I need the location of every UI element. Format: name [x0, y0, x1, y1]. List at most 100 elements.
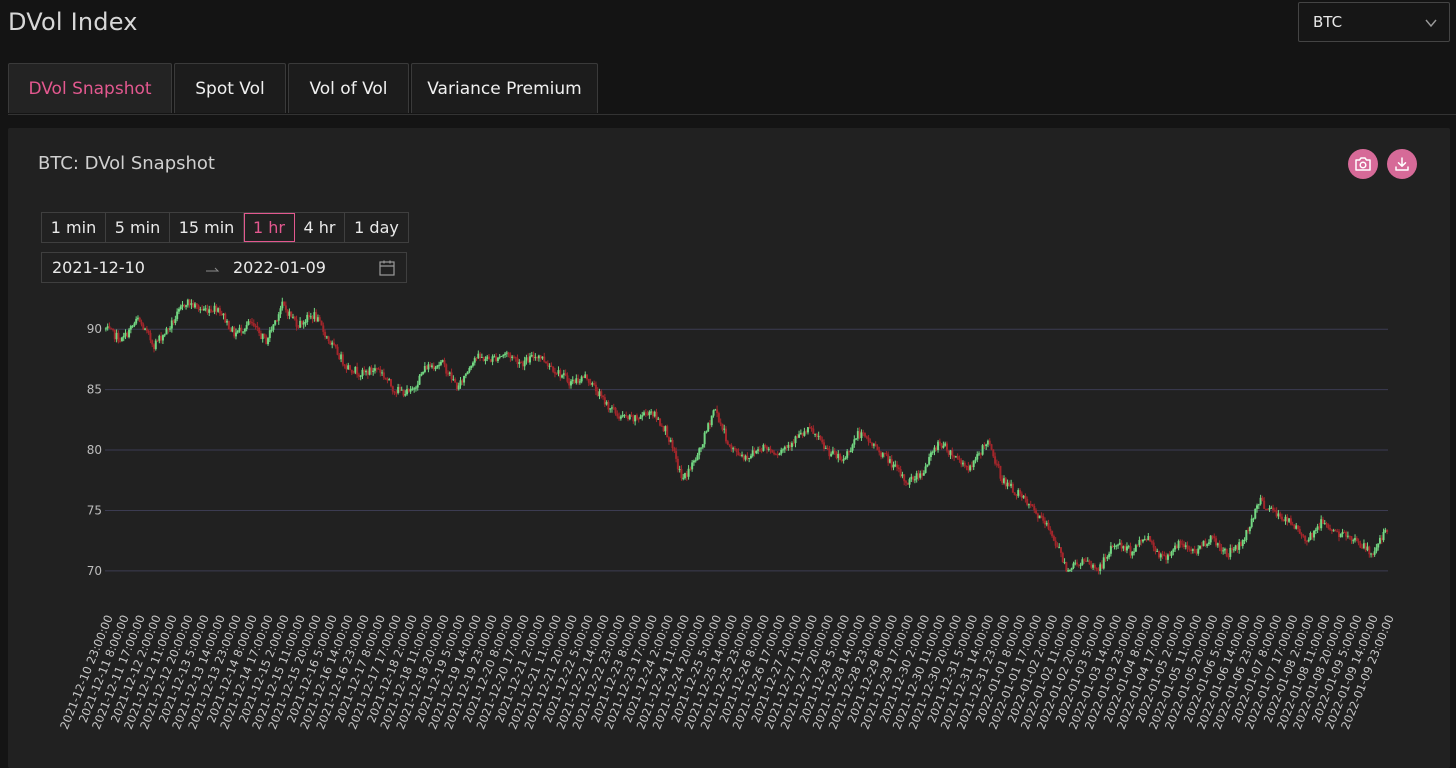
candle-body [1070, 568, 1073, 570]
candle-body [459, 380, 462, 386]
candle-body [158, 335, 161, 341]
candle-body [1090, 564, 1093, 568]
candle-body [413, 388, 416, 390]
tab-variance-premium[interactable]: Variance Premium [411, 63, 598, 113]
candle-body [252, 323, 255, 326]
candle-body [345, 365, 348, 370]
asset-select-value: BTC [1313, 13, 1343, 31]
candle-body [379, 369, 382, 373]
candle-body [204, 308, 207, 310]
calendar-icon[interactable] [378, 259, 396, 281]
candle-body [227, 320, 230, 330]
candle-body [1275, 510, 1278, 517]
candle-body [491, 356, 494, 362]
candle-body [548, 365, 551, 367]
candle-body [949, 450, 952, 455]
candle-body [224, 313, 227, 323]
candle-body [295, 319, 298, 327]
candle-body [332, 342, 335, 345]
candle-body [1236, 545, 1239, 550]
candle-body [1109, 545, 1112, 554]
candle-body [1106, 557, 1109, 559]
candle-body [192, 303, 195, 308]
candle-body [528, 356, 531, 363]
candle-body [521, 362, 524, 367]
date-from-input[interactable]: 2021-12-10 [52, 258, 145, 277]
interval-1min-button[interactable]: 1 min [42, 213, 106, 242]
candle-body [553, 371, 556, 374]
candle-body [669, 440, 672, 442]
candle-body [967, 466, 970, 471]
candle-body [776, 454, 779, 456]
date-range-picker[interactable]: 2021-12-10 2022-01-09 [41, 252, 407, 283]
candle-body [1065, 562, 1068, 572]
candle-body [1083, 559, 1086, 561]
asset-select[interactable]: BTC [1298, 2, 1450, 42]
candle-body [1330, 529, 1333, 531]
candle-body [128, 329, 131, 338]
candle-body [890, 459, 893, 468]
candle-body [313, 312, 316, 319]
interval-15min-button[interactable]: 15 min [170, 213, 244, 242]
candle-body [468, 368, 471, 372]
candle-body [1266, 509, 1269, 511]
interval-1day-button[interactable]: 1 day [354, 218, 399, 237]
candle-body [1305, 540, 1308, 542]
candle-body [495, 356, 498, 362]
candle-body [1179, 540, 1182, 544]
candle-body [1186, 545, 1189, 549]
date-to-input[interactable]: 2022-01-09 [233, 258, 326, 277]
candle-body [1348, 535, 1351, 537]
candle-body [520, 362, 523, 364]
candle-body [293, 316, 296, 320]
interval-4hr-button[interactable]: 4 hr [295, 213, 345, 242]
candle-body [684, 473, 687, 478]
candle-body [712, 410, 715, 416]
candle-body [701, 444, 704, 448]
camera-icon[interactable] [1348, 149, 1378, 179]
candle-body [1165, 555, 1168, 560]
candle-body [1380, 537, 1383, 541]
candle-body [300, 320, 303, 325]
candle-body [302, 322, 305, 325]
candle-body [206, 308, 209, 313]
candle-body [978, 453, 981, 455]
candle-body [1004, 478, 1007, 487]
candle-body [666, 426, 669, 438]
candle-body [561, 375, 564, 378]
candle-body [170, 320, 173, 329]
candle-body [901, 474, 904, 477]
candle-body [687, 468, 690, 477]
interval-1hr-button[interactable]: 1 hr [244, 213, 295, 242]
candle-body [1362, 543, 1365, 548]
tab-dvol-snapshot[interactable]: DVol Snapshot [8, 63, 172, 113]
candle-body [801, 432, 804, 436]
candle-body [368, 367, 371, 375]
candle-body [1115, 545, 1118, 547]
candle-body [259, 333, 262, 340]
candle-body [263, 333, 266, 337]
candle-body [1042, 516, 1045, 521]
candle-body [1215, 538, 1218, 546]
candle-body [318, 317, 321, 321]
candle-body [767, 448, 770, 450]
tab-spot-vol[interactable]: Spot Vol [174, 63, 286, 113]
tab-vol-of-vol[interactable]: Vol of Vol [288, 63, 409, 113]
candle-body [122, 335, 125, 338]
candle-body [1149, 536, 1152, 542]
candle-body [390, 379, 393, 387]
interval-5min-button[interactable]: 5 min [106, 213, 170, 242]
download-icon[interactable] [1387, 149, 1417, 179]
candle-body [910, 476, 913, 480]
candle-body [764, 444, 767, 447]
candle-body [1272, 507, 1275, 511]
candle-body [935, 447, 938, 451]
candle-body [233, 327, 236, 337]
candle-body [954, 456, 957, 458]
candle-body [1289, 518, 1292, 525]
candle-body [477, 353, 480, 359]
candle-body [915, 473, 918, 480]
candle-body [988, 440, 991, 445]
candle-body [831, 450, 834, 454]
candle-body [564, 373, 567, 376]
